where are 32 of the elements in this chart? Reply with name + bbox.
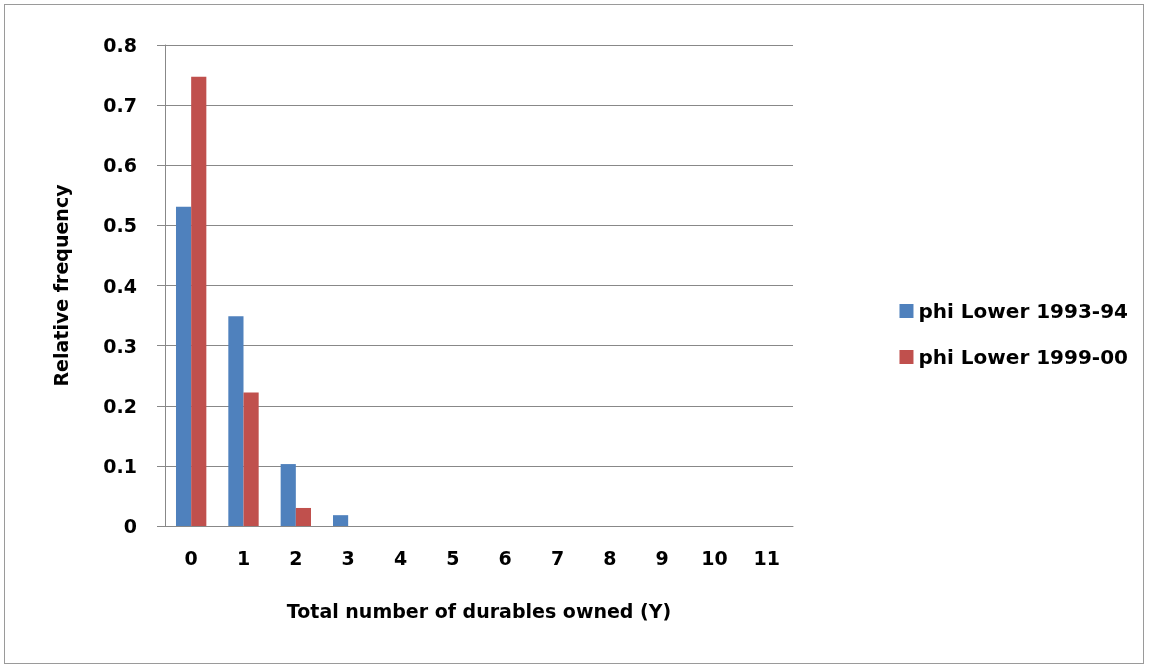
x-tick-label: 2 xyxy=(289,546,303,569)
bar xyxy=(332,515,349,526)
x-tick-label: 11 xyxy=(753,546,781,569)
bar xyxy=(175,206,192,526)
legend-label: phi Lower 1993-94 xyxy=(918,299,1129,323)
x-axis-title: Total number of durables owned (Y) xyxy=(286,599,672,622)
x-tick-label: 7 xyxy=(550,546,565,569)
y-tick-label: 0.4 xyxy=(103,274,137,297)
x-tick-label: 5 xyxy=(446,546,460,569)
bar xyxy=(191,76,207,526)
x-tick-label: 6 xyxy=(498,546,512,569)
x-tick-label: 0 xyxy=(184,546,198,569)
x-tick-label: 1 xyxy=(236,546,251,569)
x-tick-label: 10 xyxy=(701,546,728,569)
y-tick-label: 0.3 xyxy=(103,334,137,357)
legend-label: phi Lower 1999-00 xyxy=(918,345,1129,369)
x-tick-label: 8 xyxy=(603,546,617,569)
bar xyxy=(295,507,312,526)
y-tick-label: 0.8 xyxy=(103,34,137,56)
x-tick-label: 3 xyxy=(341,546,355,569)
bar xyxy=(228,316,244,526)
y-tick-label: 0.1 xyxy=(103,454,137,477)
y-tick-label: 0.2 xyxy=(103,394,137,417)
y-tick-label: 0.5 xyxy=(103,214,137,237)
y-tick-label: 0.6 xyxy=(103,154,137,177)
x-tick-label: 4 xyxy=(393,546,408,569)
bar xyxy=(280,464,296,526)
x-tick-label: 9 xyxy=(655,546,669,569)
y-tick-label: 0.7 xyxy=(103,94,137,117)
y-axis-title: Relative frequency xyxy=(49,183,72,387)
bar xyxy=(243,392,259,526)
y-tick-label: 0 xyxy=(123,515,137,537)
